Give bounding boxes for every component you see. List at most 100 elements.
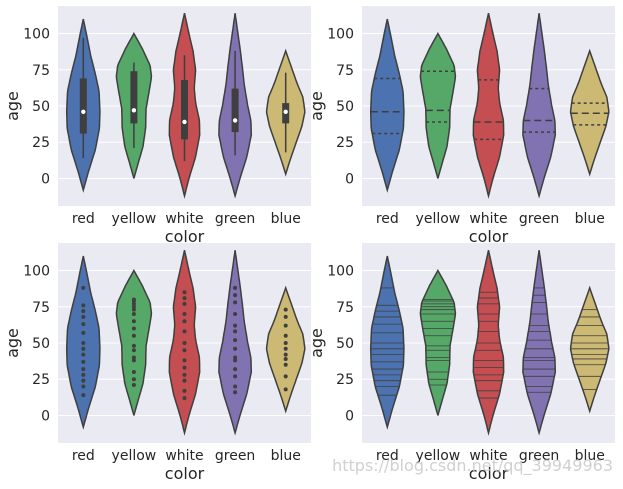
x-tick-label-red: red bbox=[72, 211, 95, 227]
violin-yellow bbox=[115, 268, 153, 416]
data-point-green bbox=[233, 338, 238, 343]
data-point-red bbox=[81, 384, 86, 389]
x-axis-label: color bbox=[165, 464, 205, 483]
x-axis-label: color bbox=[165, 227, 205, 246]
y-tick-label: 0 bbox=[41, 171, 50, 187]
data-point-green bbox=[233, 384, 238, 389]
y-axis-label: age bbox=[3, 328, 22, 358]
data-point-yellow bbox=[131, 307, 136, 312]
data-point-yellow bbox=[131, 304, 136, 309]
data-point-red bbox=[81, 359, 86, 364]
data-point-green bbox=[233, 329, 238, 334]
y-tick-label: 50 bbox=[32, 99, 50, 115]
x-tick-label-white: white bbox=[469, 211, 507, 227]
x-tick-label-yellow: yellow bbox=[112, 448, 157, 464]
data-point-red bbox=[81, 378, 86, 383]
violin-green bbox=[522, 250, 557, 436]
violin-white bbox=[472, 13, 505, 199]
data-point-red bbox=[81, 341, 86, 345]
median-dot-white bbox=[182, 119, 187, 125]
data-point-white bbox=[182, 290, 187, 295]
x-tick-label-blue: blue bbox=[575, 211, 605, 227]
x-tick-label-white: white bbox=[469, 448, 507, 464]
data-point-white bbox=[182, 312, 187, 317]
iqr-box-red bbox=[79, 78, 87, 134]
x-tick-label-red: red bbox=[376, 448, 399, 464]
watermark: https://blog.csdn.net/qq_39949963 bbox=[332, 456, 613, 475]
data-point-red bbox=[81, 352, 86, 357]
violin-red bbox=[369, 255, 405, 430]
y-tick-label: 100 bbox=[327, 27, 354, 43]
x-tick-label-green: green bbox=[215, 211, 255, 227]
violin-yellow bbox=[419, 31, 457, 179]
y-tick-label: 25 bbox=[32, 135, 50, 151]
data-point-red bbox=[81, 285, 86, 290]
x-tick-label-red: red bbox=[72, 448, 95, 464]
subplot-3: 0 25 50 75 100 red yellow white green blue color ag… bbox=[3, 243, 311, 483]
median-dot-red bbox=[81, 109, 86, 114]
x-axis-label: color bbox=[469, 227, 509, 246]
data-point-yellow bbox=[131, 297, 136, 302]
y-tick-label: 25 bbox=[32, 372, 50, 388]
x-tick-label-green: green bbox=[519, 448, 559, 464]
median-dot-yellow bbox=[131, 108, 137, 113]
x-tick-label-green: green bbox=[215, 448, 255, 464]
data-point-yellow bbox=[131, 301, 136, 306]
data-point-yellow bbox=[131, 369, 136, 374]
data-point-yellow bbox=[131, 355, 136, 360]
x-tick-label-blue: blue bbox=[575, 448, 605, 464]
y-tick-label: 0 bbox=[345, 171, 354, 187]
data-point-white bbox=[182, 372, 187, 377]
y-tick-label: 25 bbox=[336, 135, 354, 151]
data-point-green bbox=[233, 346, 238, 351]
data-point-blue bbox=[283, 352, 288, 357]
data-point-red bbox=[81, 330, 86, 335]
data-point-yellow bbox=[131, 383, 136, 388]
y-tick-label: 75 bbox=[336, 63, 354, 79]
data-point-yellow bbox=[131, 358, 136, 363]
violin-white bbox=[472, 250, 505, 436]
data-point-green bbox=[233, 367, 238, 372]
data-point-white bbox=[182, 296, 187, 301]
median-dot-green bbox=[232, 118, 238, 123]
data-point-green bbox=[233, 312, 238, 317]
data-point-white bbox=[182, 396, 187, 401]
y-tick-label: 75 bbox=[32, 300, 50, 316]
x-tick-label-red: red bbox=[376, 211, 399, 227]
y-axis-label: age bbox=[307, 328, 326, 358]
violin-blue bbox=[569, 48, 610, 177]
violin-green bbox=[522, 13, 557, 199]
x-tick-label-green: green bbox=[519, 211, 559, 227]
data-point-red bbox=[81, 346, 86, 351]
subplot-4: 0 25 50 75 100 red yellow white green blue color ag… bbox=[307, 243, 615, 483]
data-point-blue bbox=[283, 356, 288, 361]
data-point-blue bbox=[283, 323, 288, 328]
y-tick-label: 75 bbox=[32, 63, 50, 79]
data-point-red bbox=[81, 322, 86, 327]
data-point-white bbox=[182, 348, 187, 353]
data-point-red bbox=[81, 372, 86, 377]
y-axis-label: age bbox=[307, 91, 326, 121]
iqr-box-green bbox=[231, 88, 239, 133]
x-tick-label-yellow: yellow bbox=[112, 211, 157, 227]
data-point-white bbox=[182, 358, 187, 363]
data-point-yellow bbox=[131, 333, 136, 338]
violin-red bbox=[369, 18, 405, 193]
data-point-white bbox=[182, 319, 187, 324]
data-point-blue bbox=[283, 307, 288, 312]
iqr-box-white bbox=[181, 79, 188, 140]
y-tick-label: 50 bbox=[336, 99, 354, 115]
data-point-yellow bbox=[131, 377, 136, 382]
median-dot-blue bbox=[283, 109, 288, 114]
data-point-yellow bbox=[131, 343, 136, 348]
data-point-white bbox=[182, 301, 187, 306]
data-point-blue bbox=[283, 387, 288, 392]
data-point-green bbox=[233, 285, 238, 290]
data-point-red bbox=[81, 367, 86, 372]
y-tick-label: 50 bbox=[32, 336, 50, 352]
x-axis-label: color bbox=[469, 464, 509, 483]
y-tick-label: 50 bbox=[336, 336, 354, 352]
data-point-yellow bbox=[131, 348, 136, 353]
x-tick-label-yellow: yellow bbox=[416, 448, 461, 464]
